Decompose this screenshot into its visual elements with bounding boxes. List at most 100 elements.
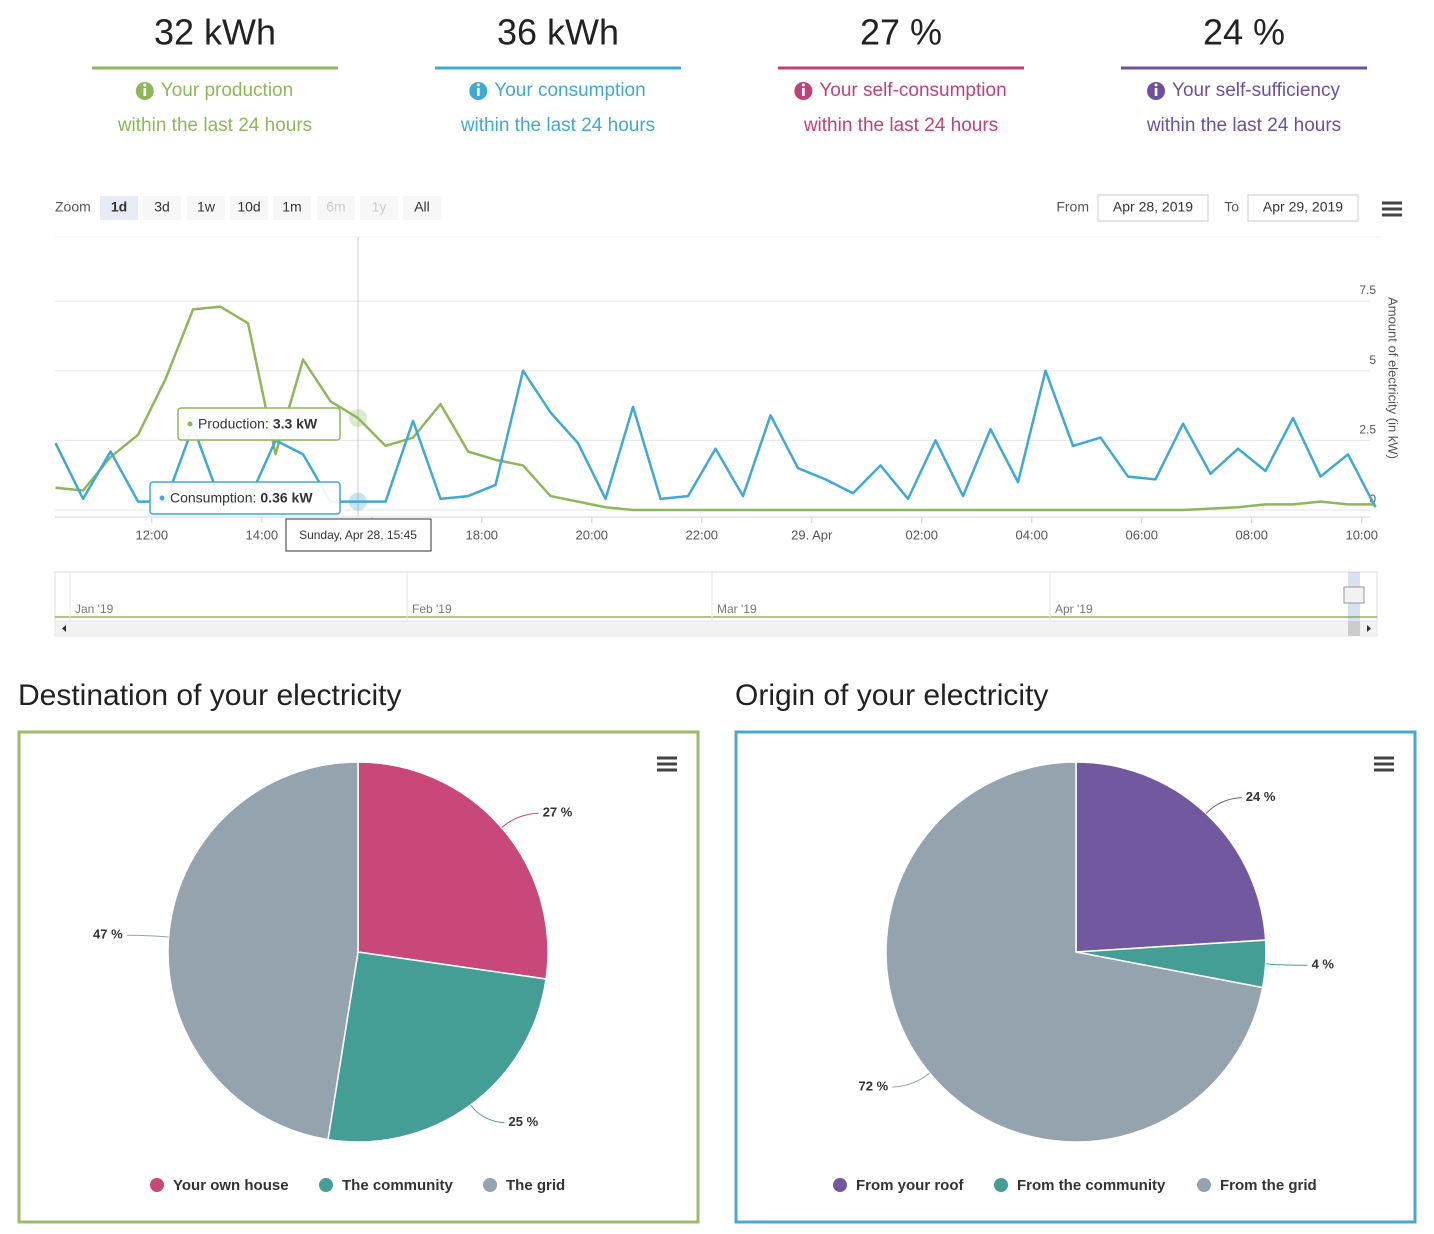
legend-label[interactable]: Your own house bbox=[173, 1177, 289, 1194]
x-tick-label: 12:00 bbox=[136, 527, 169, 542]
zoom-button[interactable]: 1w bbox=[197, 199, 216, 215]
kpi-label: Your self-consumption bbox=[819, 80, 1006, 101]
label-connector bbox=[126, 934, 169, 938]
label-connector bbox=[1205, 796, 1242, 814]
menu-icon-bar[interactable] bbox=[657, 756, 677, 760]
tooltip-box bbox=[149, 481, 341, 515]
zoom-button-bg[interactable] bbox=[143, 196, 181, 220]
legend-label[interactable]: From your roof bbox=[856, 1177, 965, 1194]
zoom-button[interactable]: 1d bbox=[111, 199, 127, 215]
zoom-button-bg[interactable] bbox=[230, 196, 268, 220]
kpi-sublabel: within the last 24 hours bbox=[117, 115, 312, 136]
tooltip-value: 3.3 kW bbox=[273, 416, 318, 432]
pie-frame bbox=[17, 730, 700, 1224]
zoom-button-bg[interactable] bbox=[403, 196, 441, 220]
scroll-left-arrow[interactable] bbox=[62, 625, 66, 632]
scrollbar-thumb[interactable] bbox=[1348, 621, 1360, 636]
to-input[interactable] bbox=[1247, 194, 1359, 222]
tooltip-name: Production: bbox=[198, 416, 269, 432]
zoom-button[interactable]: All bbox=[414, 199, 430, 215]
x-tick-label: 10:00 bbox=[1345, 527, 1378, 542]
menu-icon-bar[interactable] bbox=[1374, 762, 1394, 766]
y-tick-label: 2.5 bbox=[1359, 423, 1376, 437]
data-label: 72 % bbox=[859, 1079, 889, 1094]
x-tick-label: 20:00 bbox=[576, 527, 609, 542]
zoom-label: Zoom bbox=[55, 199, 91, 215]
zoom-button[interactable]: 10d bbox=[237, 199, 260, 215]
legend-marker[interactable] bbox=[833, 1178, 847, 1192]
data-label: 4 % bbox=[1312, 957, 1335, 972]
zoom-button-bg[interactable] bbox=[273, 196, 311, 220]
data-label: 25 % bbox=[509, 1114, 539, 1129]
x-tick-label: 14:00 bbox=[246, 527, 279, 542]
legend-marker[interactable] bbox=[1197, 1178, 1211, 1192]
tooltip-value: 0.36 kW bbox=[260, 490, 313, 506]
legend-label[interactable]: From the grid bbox=[1220, 1177, 1317, 1194]
pie-frame bbox=[734, 730, 1417, 1224]
pie-slice[interactable] bbox=[885, 761, 1264, 1143]
legend-marker[interactable] bbox=[483, 1178, 497, 1192]
hover-halo bbox=[349, 492, 368, 511]
y-tick-label: 7.5 bbox=[1359, 283, 1376, 297]
zoom-button: 6m bbox=[326, 199, 345, 215]
info-icon-glyph bbox=[476, 88, 480, 96]
menu-icon-bar[interactable] bbox=[1382, 201, 1402, 205]
zoom-button-bg[interactable] bbox=[100, 196, 138, 220]
navigator-label: Jan '19 bbox=[75, 602, 114, 616]
menu-icon-bar[interactable] bbox=[1382, 213, 1402, 217]
pie-slice[interactable] bbox=[327, 951, 547, 1143]
menu-icon-bar[interactable] bbox=[657, 768, 677, 772]
label-connector bbox=[892, 1072, 930, 1088]
y-axis-title: Amount of electricity (in kW) bbox=[1386, 297, 1401, 459]
x-tick-label: 06:00 bbox=[1125, 527, 1158, 542]
scroll-right-arrow[interactable] bbox=[1367, 625, 1371, 632]
y-tick-label: 0 bbox=[1369, 492, 1376, 506]
label-connector bbox=[1265, 963, 1308, 966]
menu-icon-bar[interactable] bbox=[1382, 207, 1402, 211]
kpi-value: 27 % bbox=[860, 12, 942, 53]
label-connector bbox=[470, 1104, 505, 1124]
navigator-handle[interactable] bbox=[1343, 586, 1365, 604]
legend-marker[interactable] bbox=[319, 1178, 333, 1192]
legend-label[interactable]: From the community bbox=[1017, 1177, 1166, 1194]
x-tick-label: 02:00 bbox=[905, 527, 938, 542]
menu-icon-bar[interactable] bbox=[657, 762, 677, 766]
navigator-label: Feb '19 bbox=[412, 602, 452, 616]
from-date[interactable]: Apr 28, 2019 bbox=[1113, 199, 1193, 215]
pie-slice[interactable] bbox=[1075, 761, 1267, 953]
legend-label[interactable]: The grid bbox=[506, 1177, 565, 1194]
kpi-value: 24 % bbox=[1203, 12, 1285, 53]
legend-marker[interactable] bbox=[994, 1178, 1008, 1192]
kpi-sublabel: within the last 24 hours bbox=[803, 115, 998, 136]
navigator-frame bbox=[54, 571, 1378, 622]
kpi-sublabel: within the last 24 hours bbox=[460, 115, 655, 136]
x-tick-label: 08:00 bbox=[1235, 527, 1268, 542]
zoom-button[interactable]: 1m bbox=[282, 199, 301, 215]
zoom-button-bg[interactable] bbox=[187, 196, 225, 220]
to-date[interactable]: Apr 29, 2019 bbox=[1263, 199, 1343, 215]
tooltip-dot bbox=[187, 421, 193, 427]
kpi-sublabel: within the last 24 hours bbox=[1146, 115, 1341, 136]
x-tick-label: 18:00 bbox=[466, 527, 499, 542]
kpi-label: Your self-sufficiency bbox=[1172, 80, 1340, 101]
from-input[interactable] bbox=[1097, 194, 1209, 222]
legend-marker[interactable] bbox=[150, 1178, 164, 1192]
pie-slice[interactable] bbox=[357, 761, 549, 980]
zoom-button-bg bbox=[317, 196, 355, 220]
series-line bbox=[55, 305, 1376, 512]
pie-slice[interactable] bbox=[167, 761, 359, 1141]
data-label: 24 % bbox=[1246, 789, 1276, 804]
info-icon-glyph bbox=[143, 88, 147, 96]
zoom-button[interactable]: 3d bbox=[154, 199, 170, 215]
menu-icon-bar[interactable] bbox=[1374, 756, 1394, 760]
to-label: To bbox=[1224, 199, 1239, 215]
hover-halo bbox=[349, 409, 368, 428]
kpi-value: 36 kWh bbox=[497, 12, 619, 53]
legend-label[interactable]: The community bbox=[342, 1177, 454, 1194]
menu-icon-bar[interactable] bbox=[1374, 768, 1394, 772]
info-icon-dot bbox=[1154, 83, 1158, 87]
kpi-label: Your consumption bbox=[494, 80, 645, 101]
navigator-label: Mar '19 bbox=[717, 602, 757, 616]
scrollbar-track bbox=[54, 620, 1378, 637]
